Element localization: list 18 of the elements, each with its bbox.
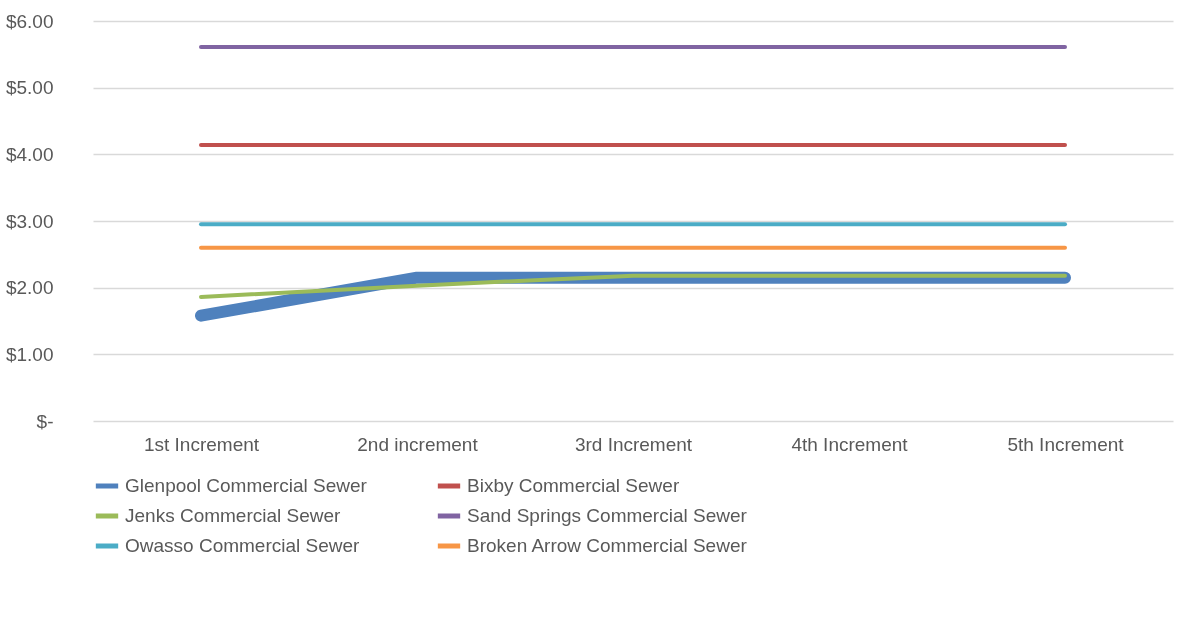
y-tick-label: $1.00: [5, 343, 54, 365]
y-tick-label: $-: [36, 410, 54, 432]
y-tick-label: $3.00: [5, 210, 54, 232]
x-tick-label: 1st Increment: [143, 433, 260, 455]
legend-label: Owasso Commercial Sewer: [125, 535, 361, 556]
legend-label: Jenks Commercial Sewer: [125, 505, 342, 526]
legend-label: Sand Springs Commercial Sewer: [467, 505, 748, 526]
legend-label: Broken Arrow Commercial Sewer: [467, 535, 748, 556]
y-tick-label: $5.00: [5, 77, 54, 99]
x-tick-label: 3rd Increment: [574, 433, 693, 455]
y-tick-label: $6.00: [5, 10, 54, 32]
x-tick-label: 2nd increment: [357, 433, 479, 455]
y-tick-label: $2.00: [5, 277, 54, 299]
x-tick-label: 5th Increment: [1007, 433, 1125, 455]
legend-label: Glenpool Commercial Sewer: [125, 475, 368, 496]
legend-label: Bixby Commercial Sewer: [467, 475, 680, 496]
x-tick-label: 4th Increment: [791, 433, 909, 455]
y-tick-label: $4.00: [5, 143, 54, 165]
